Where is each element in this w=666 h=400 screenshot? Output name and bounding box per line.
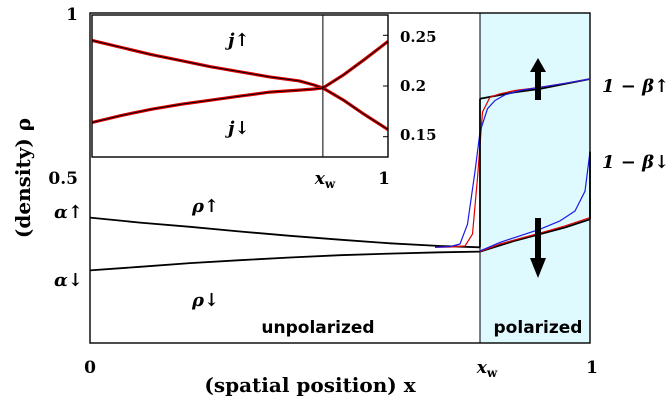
- arrow-down-icon: [530, 218, 546, 278]
- alpha-down-label: α↓: [54, 270, 83, 291]
- series-line-0: [89, 216, 481, 249]
- beta-up-label: 1 − β↑: [602, 76, 666, 97]
- polarized-label: polarized: [494, 318, 583, 338]
- j-up-label: j↑: [225, 30, 250, 51]
- step-lines: [479, 98, 591, 248]
- y-tick-0.5: 0.5: [48, 169, 78, 189]
- alpha-up-label: α↑: [54, 202, 83, 223]
- inset-theory-line-0: [91, 39, 389, 131]
- inset-y-tick-0.2: 0.2: [400, 77, 426, 95]
- beta-down-label: 1 − β↓: [602, 152, 666, 173]
- inset-theory-line-1: [91, 41, 389, 123]
- arrow-up-icon: [530, 58, 546, 100]
- inset-y-tick-0.15: 0.15: [400, 126, 437, 144]
- y-axis-title: (density) ρ: [11, 118, 35, 238]
- inset-x-tick-xw: xw: [314, 169, 336, 191]
- x-tick-xw: xw: [476, 358, 498, 380]
- unpolarized-label: unpolarized: [261, 318, 374, 338]
- polarized-region-fill: [480, 13, 590, 343]
- x-tick-0: 0: [84, 358, 96, 378]
- rho-down-label: ρ↓: [191, 290, 219, 311]
- series-line-1: [89, 250, 481, 272]
- inset-y-ticks: [383, 34, 388, 138]
- x-tick-1: 1: [586, 358, 598, 378]
- inset-y-tick-0.25: 0.25: [400, 28, 437, 46]
- series-line-7: [479, 151, 591, 252]
- inset-x-tick-1: 1: [378, 169, 390, 189]
- y-tick-1: 1: [66, 5, 78, 25]
- j-down-label: j↓: [225, 118, 250, 139]
- series-group: [89, 78, 591, 272]
- inset-background: [92, 15, 388, 157]
- rho-up-label: ρ↑: [191, 196, 219, 217]
- x-axis-title: (spatial position) x: [204, 373, 416, 397]
- inset-series-group: [91, 38, 389, 131]
